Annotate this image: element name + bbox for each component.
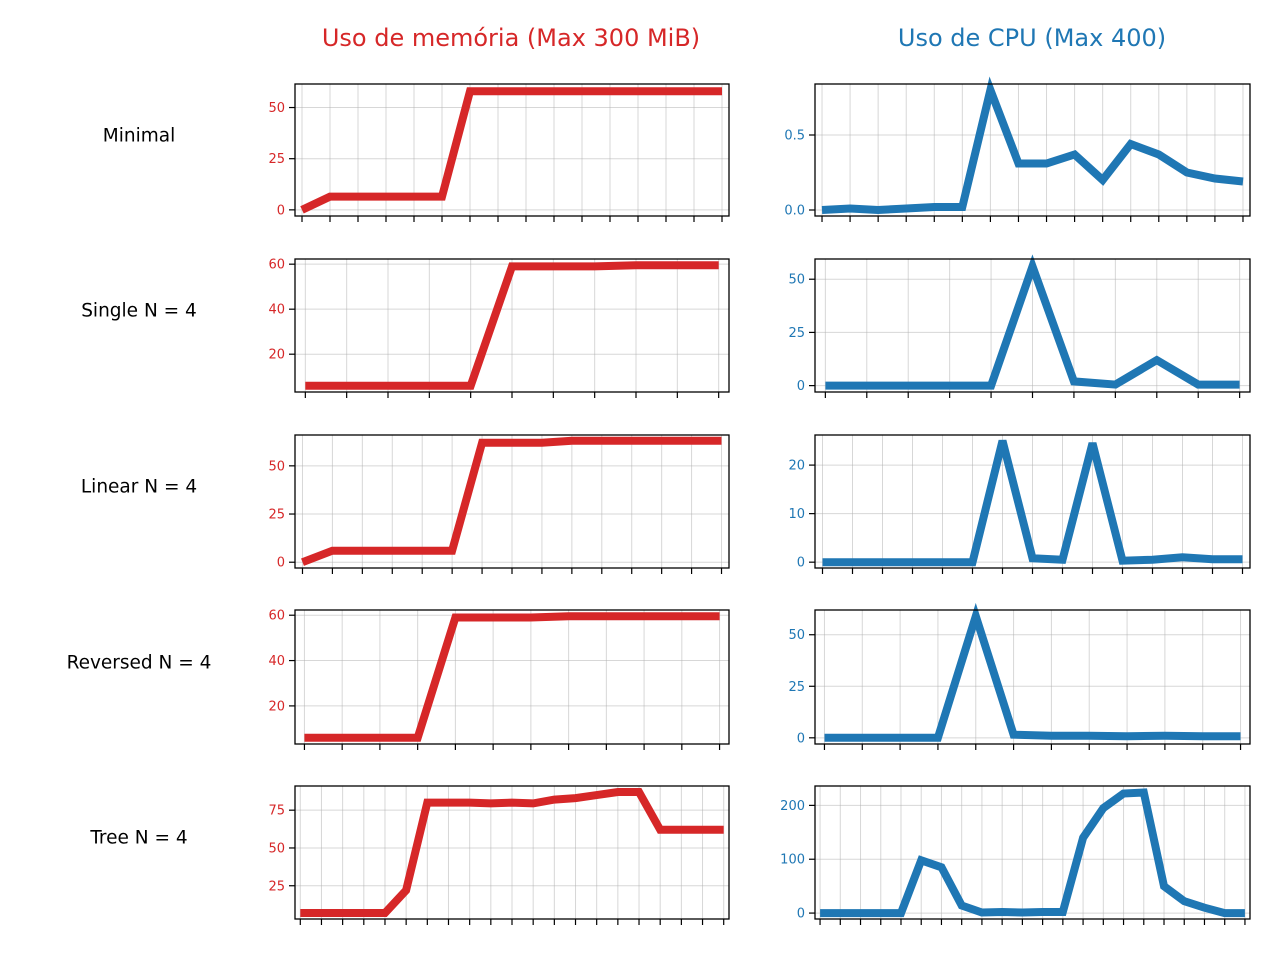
y-tick-label: 0: [797, 379, 805, 394]
tree-n-4-cpu-series-line: [820, 788, 1245, 918]
row-label-minimal: Minimal: [102, 125, 176, 147]
y-tick-label: 25: [788, 326, 805, 341]
linear-n-4-cpu-series-line: [822, 439, 1243, 567]
axes-frame: [814, 258, 1251, 393]
y-tick-label: 25: [268, 152, 285, 167]
y-tick-label: 50: [788, 273, 805, 288]
linear-n-4-memory-series-line: [301, 436, 722, 566]
axes-frame: [294, 83, 730, 217]
reversed-n-4-cpu-series-line: [824, 602, 1241, 742]
row-label-tree: Tree N = 4: [90, 827, 188, 849]
y-tick-label: 0: [277, 203, 285, 218]
axes-frame: [814, 609, 1251, 745]
minimal-memory-series-line: [300, 87, 722, 214]
axes-frame: [814, 434, 1251, 569]
tree-n-4-memory-series-line: [300, 788, 724, 917]
row-label-linear: Linear N = 4: [80, 476, 198, 498]
y-tick-label: 50: [788, 628, 805, 643]
y-tick-label: 20: [788, 459, 805, 474]
axes-frame: [294, 609, 730, 745]
y-tick-label: 0: [797, 556, 805, 571]
y-tick-label: 50: [268, 459, 285, 474]
minimal-cpu-chart: 0.0 0.5: [784, 76, 1251, 222]
axes-frame: [294, 258, 730, 393]
y-tick-label: 200: [780, 799, 805, 814]
reversed-n-4-memory-series-line: [304, 612, 720, 742]
y-tick-label: 75: [268, 804, 285, 819]
axes-frame: [294, 785, 730, 920]
y-tick-label: 20: [268, 348, 285, 363]
row-label-single: Single N = 4: [81, 300, 197, 322]
y-tick-label: 60: [268, 258, 285, 273]
single-n-4-cpu-chart: 0 25 50: [788, 254, 1251, 398]
minimal-memory-chart: 0 25 50: [268, 83, 730, 222]
single-n-4-memory-chart: 20 40 60: [268, 258, 730, 398]
single-n-4-cpu-series-line: [825, 254, 1240, 390]
single-n-4-memory-series-line: [305, 261, 719, 390]
y-tick-label: 25: [268, 508, 285, 523]
y-tick-label: 0.0: [784, 204, 805, 219]
y-tick-label: 0: [797, 907, 805, 922]
y-tick-label: 50: [268, 841, 285, 856]
y-tick-label: 50: [268, 101, 285, 116]
y-tick-label: 25: [788, 680, 805, 695]
y-tick-label: 40: [268, 654, 285, 669]
reversed-n-4-memory-chart: 20 40 60: [268, 609, 730, 750]
y-tick-label: 25: [268, 879, 285, 894]
tree-n-4-cpu-chart: 0 100 200: [780, 785, 1251, 925]
linear-n-4-cpu-chart: 0 10 20: [788, 434, 1251, 574]
cpu-column-title: Uso de CPU (Max 400): [897, 24, 1167, 52]
minimal-cpu-series-line: [821, 76, 1244, 215]
memory-column-title: Uso de memória (Max 300 MiB): [321, 24, 701, 52]
y-tick-label: 60: [268, 609, 285, 624]
axes-frame: [294, 434, 730, 569]
reversed-n-4-cpu-chart: 0 25 50: [788, 602, 1251, 750]
y-tick-label: 10: [788, 507, 805, 522]
axes-frame: [814, 83, 1251, 217]
y-tick-label: 40: [268, 303, 285, 318]
y-tick-label: 20: [268, 699, 285, 714]
y-tick-label: 0: [277, 556, 285, 571]
linear-n-4-memory-chart: 0 25 50: [268, 434, 730, 574]
axes-frame: [814, 785, 1251, 920]
y-tick-label: 0.5: [784, 129, 805, 144]
y-tick-label: 100: [780, 853, 805, 868]
tree-n-4-memory-chart: 25 50 75: [268, 785, 730, 925]
y-tick-label: 0: [797, 731, 805, 746]
row-label-reversed: Reversed N = 4: [66, 652, 212, 674]
